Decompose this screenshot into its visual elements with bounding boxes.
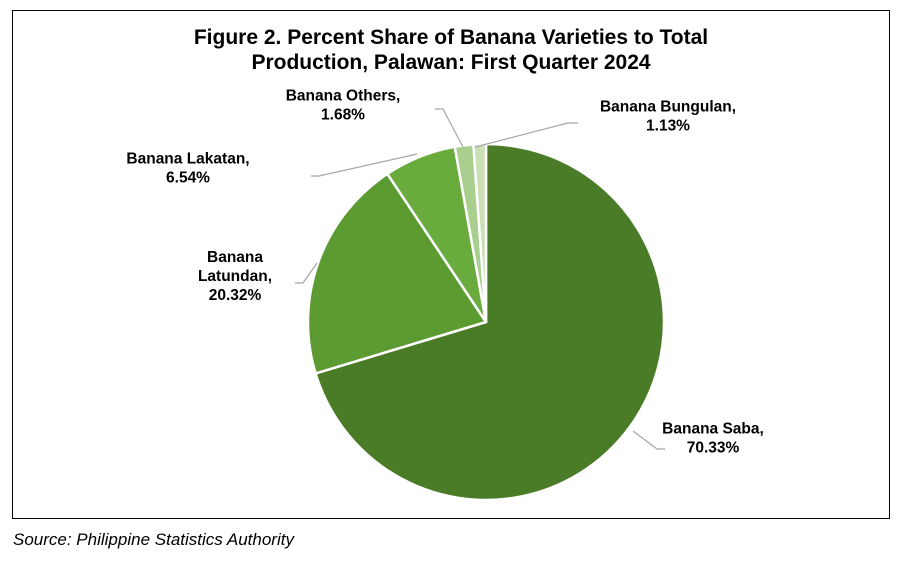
data-label-value: 1.13% <box>646 118 690 135</box>
leader-lines <box>295 108 665 450</box>
data-label-name: Banana <box>207 249 263 266</box>
chart-title-line-1: Figure 2. Percent Share of Banana Variet… <box>193 26 709 49</box>
leader-line-1 <box>295 262 318 284</box>
data-label-4: Banana Bungulan, 1.13% <box>600 99 736 135</box>
data-label-name: Banana Others, <box>286 88 401 105</box>
leader-line-0 <box>632 430 665 450</box>
pie-slice-0 <box>314 142 666 502</box>
data-label-value: 1.68% <box>321 107 365 124</box>
chart-title-line-2: Production, Palawan: First Quarter 2024 <box>251 51 651 74</box>
chart-title: Figure 2. Percent Share of Banana Variet… <box>13 25 889 75</box>
leader-line-2 <box>311 153 418 177</box>
data-label-1: Banana Latundan, 20.32% <box>198 249 272 304</box>
data-label-name: Banana Lakatan, <box>126 151 249 168</box>
data-label-0: Banana Saba, 70.33% <box>662 421 764 457</box>
pie-slices <box>306 142 666 502</box>
leader-line-3 <box>435 108 464 148</box>
pie-chart: Banana Saba, 70.33%Banana Latundan, 20.32%B… <box>126 88 764 502</box>
data-label-name: Banana Bungulan, <box>600 99 736 116</box>
data-label-name: Latundan, <box>198 268 272 285</box>
data-label-value: 20.32% <box>209 287 262 304</box>
leader-line-4 <box>474 122 578 148</box>
chart-frame: Figure 2. Percent Share of Banana Variet… <box>12 10 890 519</box>
data-label-3: Banana Others, 1.68% <box>286 88 401 124</box>
data-label-2: Banana Lakatan, 6.54% <box>126 151 249 187</box>
data-labels: Banana Saba, 70.33%Banana Latundan, 20.32%B… <box>126 88 763 457</box>
source-note: Source: Philippine Statistics Authority <box>13 530 294 549</box>
data-label-name: Banana Saba, <box>662 421 764 438</box>
pie-slice-1 <box>306 172 488 375</box>
data-label-value: 70.33% <box>687 440 740 457</box>
data-label-value: 6.54% <box>166 170 210 187</box>
